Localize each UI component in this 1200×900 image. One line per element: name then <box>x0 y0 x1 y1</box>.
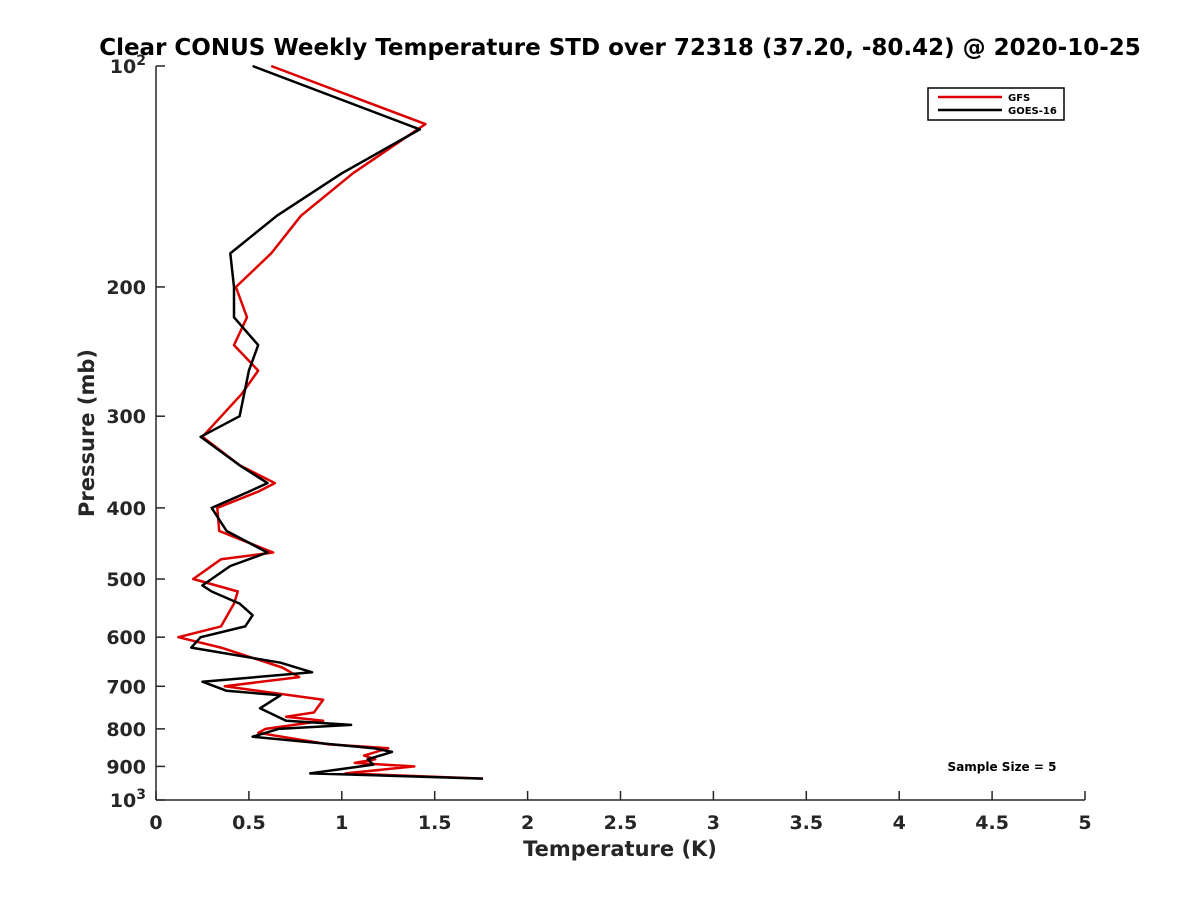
plot-area <box>155 66 1085 801</box>
x-tick-label: 3.5 <box>789 812 823 834</box>
x-tick-label: 1.5 <box>418 812 452 834</box>
legend: GFS GOES-16 <box>927 87 1065 121</box>
x-tick-label: 2 <box>521 812 534 834</box>
y-tick-label: 102 <box>110 53 146 78</box>
x-tick-label: 1 <box>335 812 348 834</box>
y-axis: 102 200 300 400 500 600 700 800 900 103 <box>106 53 165 812</box>
legend-label-gfs: GFS <box>1008 93 1030 104</box>
x-axis-label: Temperature (K) <box>523 837 717 861</box>
y-tick-label: 200 <box>106 277 146 299</box>
series-line-gfs <box>177 64 484 780</box>
legend-label-goes16: GOES-16 <box>1008 106 1057 117</box>
y-axis-label: Pressure (mb) <box>75 349 99 517</box>
legend-box <box>927 87 1065 121</box>
series-line-goes16 <box>190 64 484 780</box>
y-tick-label: 700 <box>106 676 146 698</box>
series-group <box>177 64 484 780</box>
y-tick-label: 800 <box>106 719 146 741</box>
sample-size-annotation: Sample Size = 5 <box>948 760 1057 774</box>
y-tick-label: 103 <box>110 787 146 812</box>
x-tick-label: 0.5 <box>232 812 266 834</box>
y-tick-label: 900 <box>106 756 146 778</box>
x-axis: 0 0.5 1 1.5 2 2.5 3 3.5 4 4.5 5 <box>149 791 1092 834</box>
x-tick-label: 0 <box>149 812 162 834</box>
y-tick-label: 300 <box>106 406 146 428</box>
y-tick-label: 400 <box>106 498 146 520</box>
y-tick-label: 500 <box>106 569 146 591</box>
y-tick-label: 600 <box>106 627 146 649</box>
x-tick-label: 3 <box>707 812 720 834</box>
x-tick-label: 4 <box>893 812 906 834</box>
x-tick-label: 5 <box>1078 812 1091 834</box>
x-tick-label: 2.5 <box>604 812 638 834</box>
chart-title: Clear CONUS Weekly Temperature STD over … <box>99 35 1141 61</box>
x-tick-label: 4.5 <box>975 812 1009 834</box>
